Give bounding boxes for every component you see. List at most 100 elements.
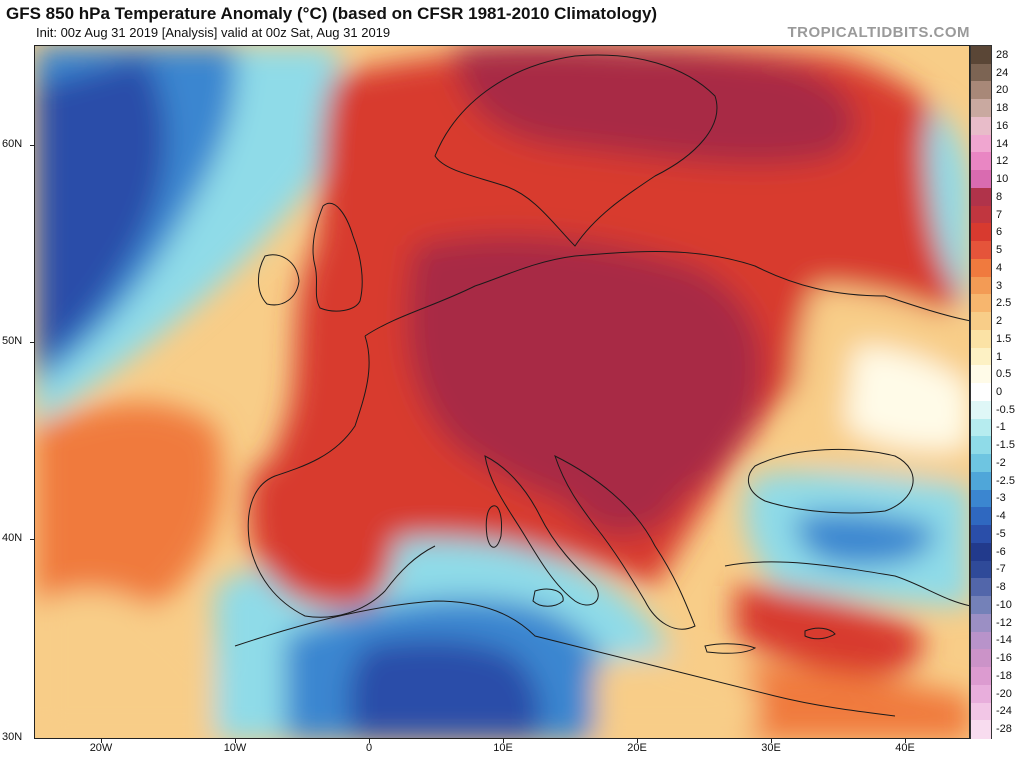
lon-tick	[771, 739, 772, 743]
colorbar-cell	[971, 631, 991, 650]
colorbar-cell	[971, 489, 991, 508]
colorbar	[970, 45, 992, 739]
colorbar-label: -1	[996, 421, 1006, 434]
colorbar-label: -10	[996, 598, 1012, 611]
colorbar-label: -4	[996, 510, 1006, 523]
lon-label-30e: 30E	[761, 742, 781, 754]
colorbar-cell	[971, 684, 991, 704]
anomaly-field	[35, 46, 969, 738]
colorbar-label: 4	[996, 261, 1003, 274]
coastline-sardinia	[485, 505, 502, 548]
colorbar-cell	[971, 347, 991, 366]
colorbar-cell	[971, 205, 991, 225]
colorbar-label: 18	[996, 102, 1009, 115]
lat-label-60n: 60N	[2, 138, 23, 150]
colorbar-cell	[971, 667, 991, 686]
colorbar-label: 12	[996, 155, 1009, 168]
colorbar-label: 28	[996, 48, 1009, 61]
coastline-france-iberia	[247, 335, 436, 618]
lat-tick	[30, 342, 34, 343]
colorbar-label: 0	[996, 386, 1003, 398]
colorbar-cell	[971, 170, 991, 189]
colorbar-cell	[971, 542, 991, 562]
colorbar-label: 7	[996, 208, 1003, 221]
lon-tick	[235, 739, 236, 743]
lat-tick	[30, 539, 34, 540]
colorbar-cell	[971, 418, 991, 437]
lon-label-10w: 10W	[223, 742, 247, 754]
colorbar-cell	[971, 702, 991, 721]
colorbar-label: 10	[996, 173, 1009, 186]
colorbar-label: 2.5	[996, 297, 1012, 310]
colorbar-cell	[971, 329, 991, 349]
colorbar-cell	[971, 436, 991, 455]
colorbar-label: 24	[996, 66, 1009, 79]
colorbar-cell	[971, 223, 991, 242]
lat-label-30n: 30N	[2, 731, 23, 743]
colorbar-label: 20	[996, 84, 1009, 97]
colorbar-cell	[971, 383, 991, 402]
coastline-ireland	[258, 254, 300, 306]
colorbar-cell	[971, 596, 991, 615]
coastline-turkey	[724, 561, 969, 607]
colorbar-cell	[971, 454, 991, 473]
colorbar-cell	[971, 649, 991, 668]
coastline-black-sea	[747, 448, 914, 514]
colorbar-label: -24	[996, 705, 1012, 718]
colorbar-cell	[971, 578, 991, 597]
colorbar-cell	[971, 241, 991, 260]
coastline-italy	[484, 455, 599, 606]
coastlines	[234, 54, 969, 717]
colorbar-label: -3	[996, 492, 1006, 505]
colorbar-label: -6	[996, 545, 1006, 558]
anomaly-map	[34, 45, 970, 739]
colorbar-label: -0.5	[996, 403, 1015, 416]
colorbar-cell	[971, 525, 991, 544]
colorbar-label: -7	[996, 563, 1006, 576]
colorbar-cell	[971, 134, 991, 154]
colorbar-label: -1.5	[996, 439, 1015, 452]
lon-label-0: 0	[365, 742, 373, 754]
colorbar-label: -20	[996, 687, 1012, 700]
colorbar-cell	[971, 507, 991, 526]
colorbar-label: 3	[996, 279, 1003, 292]
coastline-scandinavia	[434, 54, 718, 247]
lat-label-50n: 50N	[2, 335, 23, 347]
colorbar-cell	[971, 400, 991, 420]
lat-label-40n: 40N	[2, 532, 23, 544]
colorbar-cell	[971, 46, 991, 65]
colorbar-label: -28	[996, 723, 1012, 736]
colorbar-label: 6	[996, 226, 1003, 239]
lon-tick	[101, 739, 102, 743]
colorbar-label: 1.5	[996, 332, 1012, 345]
colorbar-cell	[971, 365, 991, 384]
lon-tick	[637, 739, 638, 743]
colorbar-cell	[971, 720, 991, 739]
colorbar-label: 16	[996, 119, 1009, 132]
colorbar-cell	[971, 152, 991, 171]
coastline-balkans	[554, 455, 696, 630]
colorbar-label: -12	[996, 616, 1012, 629]
lon-label-20e: 20E	[627, 742, 647, 754]
colorbar-label: 5	[996, 244, 1003, 257]
colorbar-cell	[971, 471, 991, 491]
colorbar-label: 0.5	[996, 368, 1012, 381]
colorbar-cell	[971, 187, 991, 207]
map-canvas	[35, 46, 969, 738]
colorbar-label: -2.5	[996, 474, 1015, 487]
colorbar-cell	[971, 258, 991, 278]
colorbar-label: -8	[996, 581, 1006, 594]
colorbar-label: 1	[996, 350, 1003, 363]
coastline-continental-europe	[364, 251, 969, 337]
lon-label-40e: 40E	[895, 742, 915, 754]
colorbar-cell	[971, 63, 991, 83]
lon-tick	[503, 739, 504, 743]
coastline-cyprus	[804, 627, 836, 640]
coastline-sicily	[532, 588, 564, 607]
colorbar-label: -5	[996, 527, 1006, 540]
lat-tick	[30, 145, 34, 146]
colorbar-label: -2	[996, 456, 1006, 469]
coastline-north-africa	[234, 600, 896, 717]
colorbar-label: -14	[996, 634, 1012, 647]
chart-subtitle: Init: 00z Aug 31 2019 [Analysis] valid a…	[36, 25, 391, 40]
